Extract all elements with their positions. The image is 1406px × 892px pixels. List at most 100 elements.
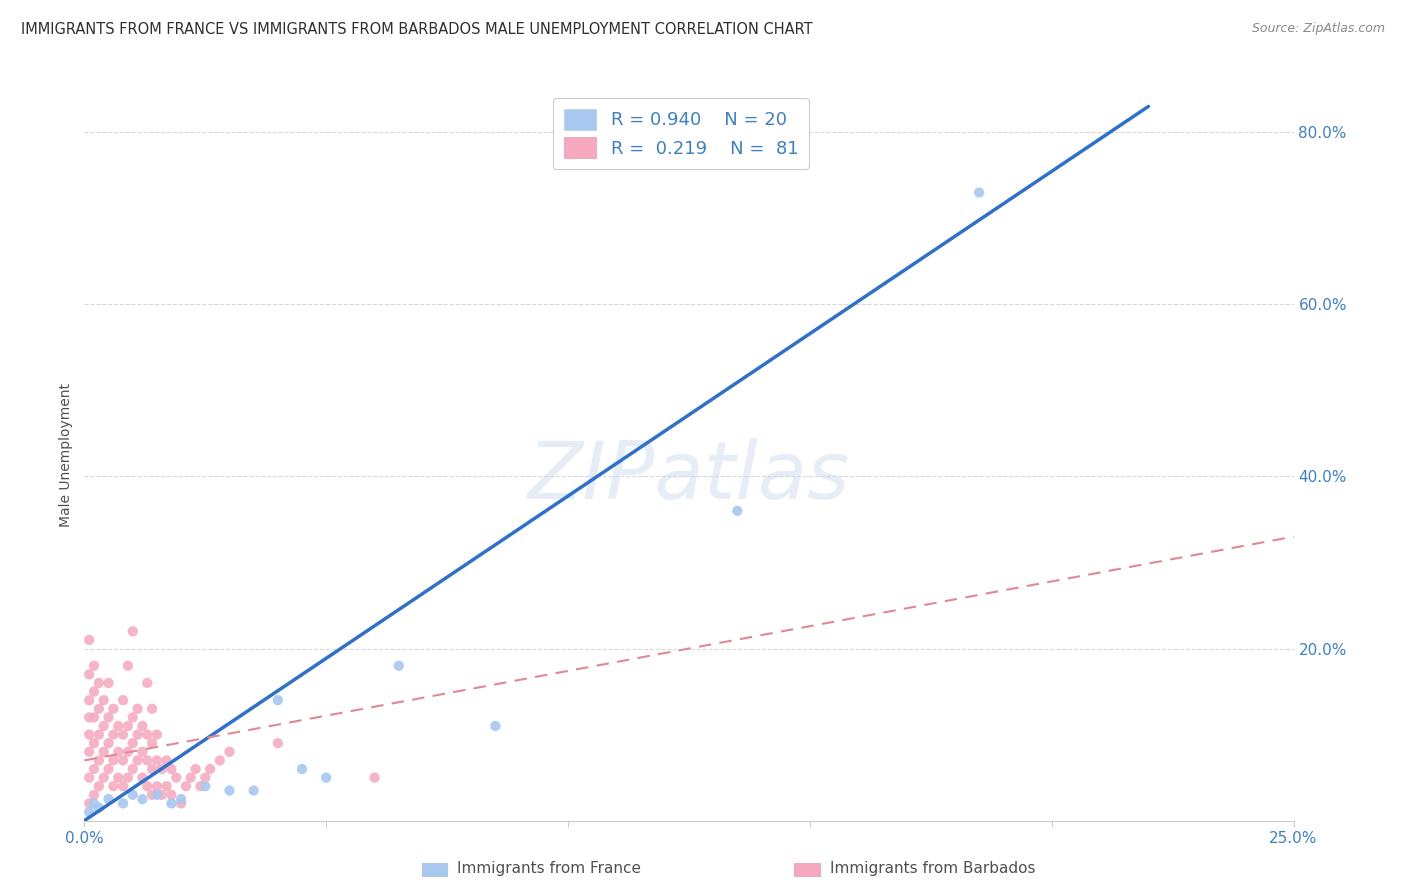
Point [208, 753, 231, 767]
Point [315, 771, 337, 785]
Point [77, 710, 100, 724]
Point [484, 719, 506, 733]
Point [242, 783, 264, 797]
Point [725, 504, 748, 518]
Point [112, 753, 135, 767]
Point [170, 797, 193, 811]
Point [121, 736, 143, 750]
Point [141, 762, 163, 776]
Point [146, 753, 169, 767]
Text: ZIPatlas: ZIPatlas [527, 438, 851, 516]
Point [146, 728, 169, 742]
Point [136, 753, 159, 767]
Point [107, 745, 129, 759]
Point [107, 719, 129, 733]
Point [83, 710, 105, 724]
Point [267, 693, 290, 707]
Point [83, 797, 105, 811]
Point [83, 762, 105, 776]
Point [198, 762, 221, 776]
Point [155, 753, 177, 767]
Point [136, 728, 159, 742]
Point [87, 702, 110, 716]
Point [87, 801, 110, 815]
Point [180, 771, 202, 785]
Point [127, 753, 149, 767]
Point [136, 676, 159, 690]
Point [112, 779, 135, 793]
Point [150, 762, 173, 776]
Point [131, 745, 153, 759]
Point [127, 728, 149, 742]
Point [97, 762, 120, 776]
Point [83, 658, 105, 673]
Point [184, 762, 207, 776]
Point [291, 762, 314, 776]
Point [194, 771, 217, 785]
Point [967, 186, 990, 200]
Point [93, 745, 115, 759]
Point [121, 762, 143, 776]
Point [363, 771, 385, 785]
Point [117, 771, 139, 785]
Point [160, 788, 183, 802]
Point [97, 676, 120, 690]
Text: IMMIGRANTS FROM FRANCE VS IMMIGRANTS FROM BARBADOS MALE UNEMPLOYMENT CORRELATION: IMMIGRANTS FROM FRANCE VS IMMIGRANTS FRO… [21, 22, 813, 37]
Point [150, 788, 173, 802]
Point [141, 736, 163, 750]
Point [87, 728, 110, 742]
Point [121, 788, 143, 802]
Point [121, 624, 143, 639]
Text: Immigrants from Barbados: Immigrants from Barbados [830, 862, 1035, 876]
Point [155, 779, 177, 793]
Point [131, 771, 153, 785]
Point [112, 797, 135, 811]
Point [77, 728, 100, 742]
Point [77, 632, 100, 647]
Point [146, 779, 169, 793]
Point [83, 788, 105, 802]
Point [103, 728, 125, 742]
Point [93, 693, 115, 707]
Point [83, 736, 105, 750]
Point [87, 779, 110, 793]
Point [141, 702, 163, 716]
Point [146, 788, 169, 802]
Point [112, 728, 135, 742]
Point [194, 779, 217, 793]
Point [107, 771, 129, 785]
Legend: R = 0.940    N = 20, R =  0.219    N =  81: R = 0.940 N = 20, R = 0.219 N = 81 [553, 98, 808, 169]
Point [388, 658, 411, 673]
Point [267, 736, 290, 750]
Point [77, 693, 100, 707]
Point [103, 753, 125, 767]
Point [136, 779, 159, 793]
Point [131, 792, 153, 806]
Point [131, 719, 153, 733]
Point [93, 771, 115, 785]
Point [170, 792, 193, 806]
Point [103, 779, 125, 793]
Point [97, 736, 120, 750]
Y-axis label: Male Unemployment: Male Unemployment [59, 383, 73, 527]
Text: Source: ZipAtlas.com: Source: ZipAtlas.com [1251, 22, 1385, 36]
Point [77, 797, 100, 811]
Point [93, 719, 115, 733]
Point [87, 753, 110, 767]
Point [97, 792, 120, 806]
Point [218, 745, 240, 759]
Point [87, 676, 110, 690]
Point [121, 710, 143, 724]
Point [77, 771, 100, 785]
Point [112, 693, 135, 707]
Point [218, 783, 240, 797]
Point [77, 667, 100, 681]
Point [160, 797, 183, 811]
Point [117, 745, 139, 759]
Point [160, 762, 183, 776]
Point [83, 684, 105, 698]
Point [165, 771, 187, 785]
Point [141, 788, 163, 802]
Point [174, 779, 197, 793]
Point [127, 702, 149, 716]
